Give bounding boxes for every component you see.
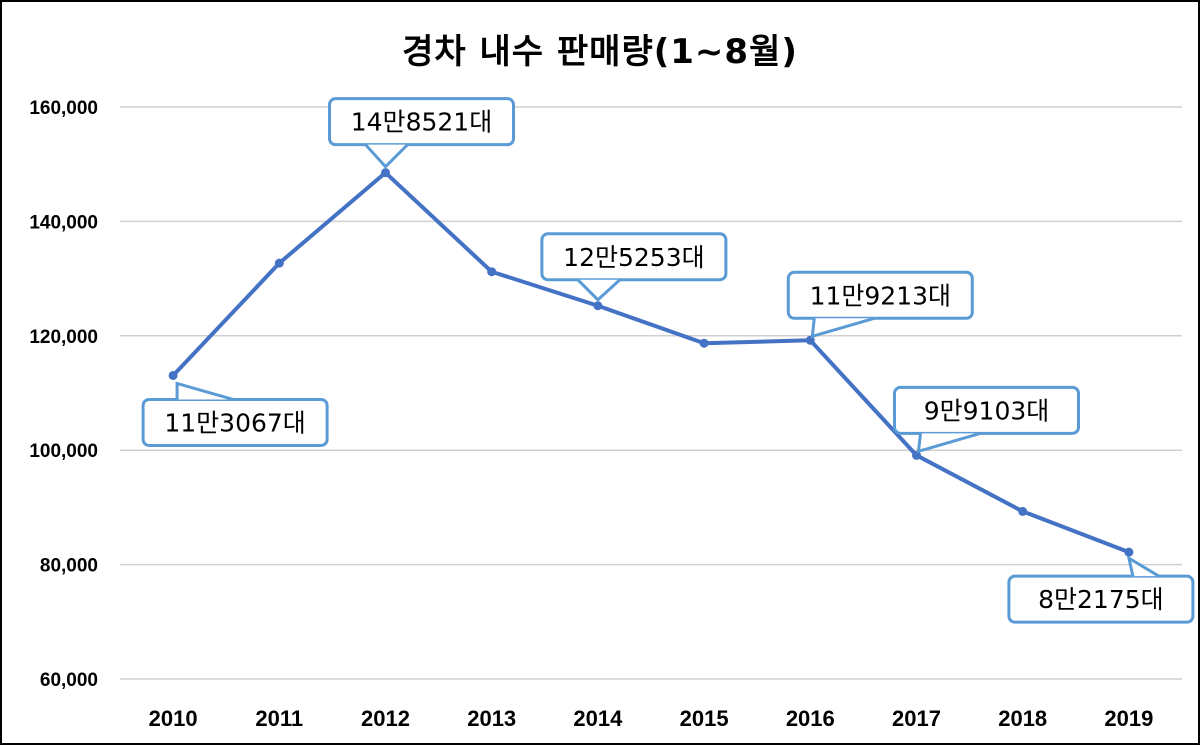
x-axis-labels: 2010 2011 2012 2013 2014 2015 2016 2017 2018 2019 [149,706,1154,731]
y-tick-label: 80,000 [40,556,98,577]
data-callouts: 11만3067대 14만8521대 12만5253대 11만9213대 9만9103대 8… [141,97,1195,624]
x-tick-label: 2017 [892,706,941,731]
y-tick-label: 100,000 [29,441,98,462]
x-tick-label: 2012 [361,706,410,731]
callout-text: 14만8521대 [351,108,492,137]
callout-text: 11만3067대 [164,408,305,437]
data-series-line [168,168,1134,557]
data-point-marker[interactable] [1124,547,1134,557]
callout-text: 11만9213대 [810,281,951,310]
data-point-marker[interactable] [593,301,603,311]
x-tick-label: 2010 [149,706,198,731]
data-point-marker[interactable] [699,338,709,348]
x-tick-label: 2019 [1104,706,1153,731]
data-label-callout: 8만2175대 [1007,555,1195,624]
data-label-callout: 11만9213대 [786,270,974,339]
x-tick-label: 2011 [255,706,303,731]
data-point-marker[interactable] [912,450,921,460]
data-label-callout: 14만8521대 [328,97,515,169]
y-axis-labels: 60,000 80,000 100,000 120,000 140,000 160,000 [29,98,98,691]
callout-text: 8만2175대 [1038,585,1164,614]
data-point-marker[interactable] [1018,506,1028,516]
data-label-callout: 9만9103대 [893,385,1080,454]
data-point-marker[interactable] [168,370,178,380]
x-tick-label: 2015 [680,706,729,731]
series-line [171,170,1130,555]
callout-text: 12만5253대 [563,243,704,272]
y-tick-label: 140,000 [29,212,98,233]
chart-title: 경차 내수 판매량(1~8월) [402,32,798,72]
y-tick-label: 60,000 [40,670,98,691]
data-label-callout: 12만5253대 [540,232,728,302]
y-tick-label: 160,000 [29,98,98,119]
callout-text: 9만9103대 [924,396,1050,425]
y-tick-label: 120,000 [29,327,98,348]
data-point-marker[interactable] [381,168,390,178]
data-point-marker[interactable] [805,335,815,345]
data-label-callout: 11만3067대 [141,381,329,447]
x-tick-label: 2018 [998,706,1047,731]
x-tick-label: 2016 [786,706,835,731]
x-tick-label: 2014 [573,706,623,731]
x-tick-label: 2013 [467,706,516,731]
data-point-marker[interactable] [487,267,497,277]
data-point-marker[interactable] [274,258,284,268]
gridlines [120,106,1182,680]
